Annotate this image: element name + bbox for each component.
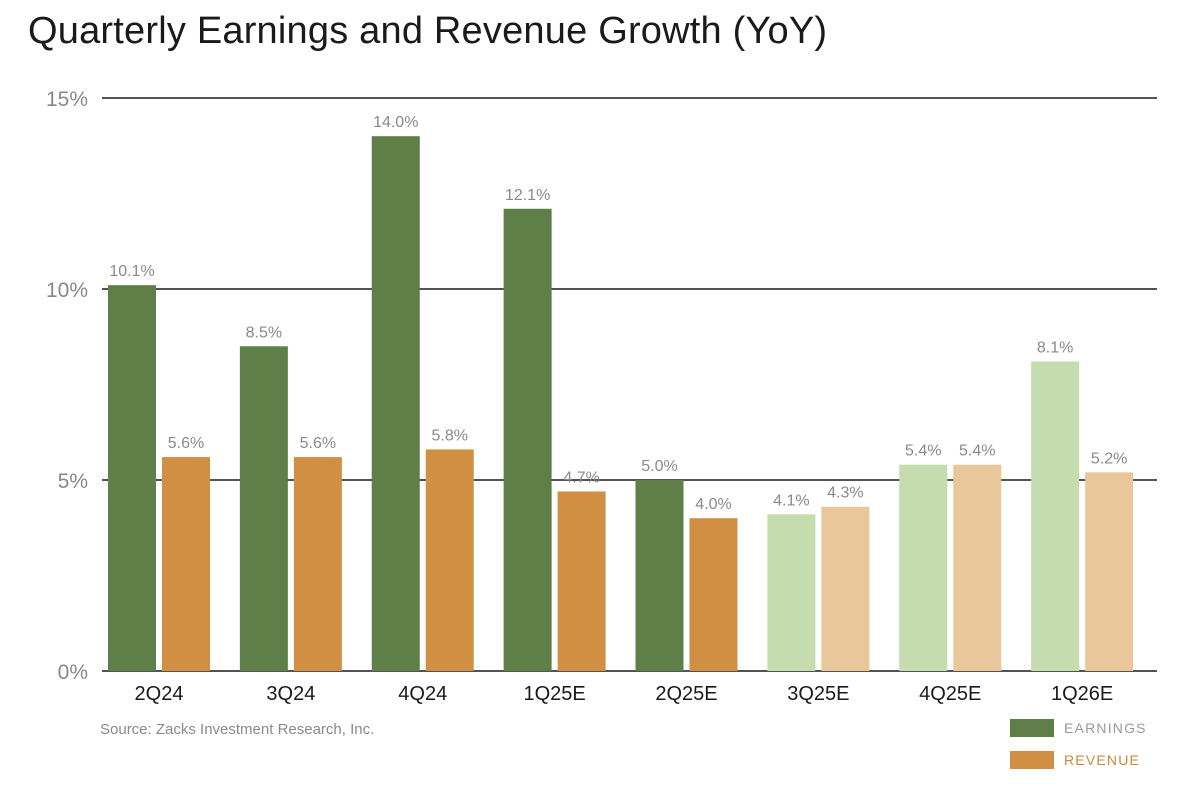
revenue-data-label: 5.2% xyxy=(1091,450,1127,467)
x-tick-label: 3Q24 xyxy=(266,683,315,705)
earnings-data-label: 4.1% xyxy=(773,492,809,509)
revenue-data-label: 4.3% xyxy=(827,485,863,502)
y-tick-label: 5% xyxy=(58,470,88,493)
earnings-bar xyxy=(371,136,420,671)
legend-label-revenue: REVENUE xyxy=(1064,752,1141,768)
earnings-data-label: 5.0% xyxy=(641,458,677,475)
earnings-data-label: 8.1% xyxy=(1037,340,1073,357)
legend-item-revenue: REVENUE xyxy=(1010,750,1140,770)
revenue-data-label: 5.6% xyxy=(168,435,204,452)
earnings-data-label: 8.5% xyxy=(246,324,282,341)
revenue-bar xyxy=(689,518,738,671)
y-tick-label: 10% xyxy=(46,279,88,302)
earnings-bar xyxy=(1031,361,1080,671)
revenue-data-label: 4.7% xyxy=(563,469,599,486)
earnings-bar xyxy=(767,514,816,671)
x-tick-label: 4Q25E xyxy=(919,683,981,705)
revenue-bar xyxy=(1085,472,1134,671)
legend-label-earnings: EARNINGS xyxy=(1064,720,1147,736)
revenue-bar xyxy=(293,457,342,671)
revenue-data-label: 4.0% xyxy=(695,496,731,513)
x-tick-label: 1Q25E xyxy=(523,683,585,705)
x-tick-label: 4Q24 xyxy=(398,683,447,705)
source-note: Source: Zacks Investment Research, Inc. xyxy=(100,721,375,738)
earnings-data-label: 12.1% xyxy=(505,187,550,204)
y-axis-ticks: 0% 5% 10% 15% xyxy=(46,88,88,684)
revenue-bar xyxy=(425,449,474,671)
earnings-bar xyxy=(899,464,948,671)
revenue-bar xyxy=(821,506,870,671)
x-axis-ticks: 2Q24 3Q24 4Q24 1Q25E 2Q25E 3Q25E 4Q25E 1Q26E xyxy=(135,683,1114,705)
x-tick-label: 3Q25E xyxy=(787,683,849,705)
revenue-data-label: 5.6% xyxy=(300,435,336,452)
revenue-bar xyxy=(953,464,1002,671)
data-labels: 10.1% 5.6% 8.5% 5.6% 14.0% 5.8% 12.1% 4.7% 5.0% 4… xyxy=(109,114,1127,513)
revenue-data-label: 5.4% xyxy=(959,443,995,460)
earnings-bar xyxy=(635,480,684,671)
chart-title: Quarterly Earnings and Revenue Growth (Y… xyxy=(28,10,828,52)
y-tick-label: 0% xyxy=(58,661,88,684)
legend-item-earnings: EARNINGS xyxy=(1010,718,1147,738)
legend-swatch-earnings xyxy=(1010,719,1054,737)
earnings-data-label: 14.0% xyxy=(373,114,418,131)
x-tick-label: 1Q26E xyxy=(1051,683,1113,705)
earnings-bar xyxy=(108,285,156,671)
x-tick-label: 2Q24 xyxy=(135,683,184,705)
x-tick-label: 2Q25E xyxy=(655,683,717,705)
earnings-bar xyxy=(239,346,288,671)
revenue-bar xyxy=(557,491,606,671)
earnings-data-label: 5.4% xyxy=(905,443,941,460)
bars xyxy=(108,136,1134,671)
legend-swatch-revenue xyxy=(1010,751,1054,769)
revenue-data-label: 5.8% xyxy=(432,427,468,444)
y-tick-label: 15% xyxy=(46,88,88,111)
earnings-bar xyxy=(503,208,552,671)
earnings-data-label: 10.1% xyxy=(109,263,154,280)
revenue-bar xyxy=(162,457,210,671)
